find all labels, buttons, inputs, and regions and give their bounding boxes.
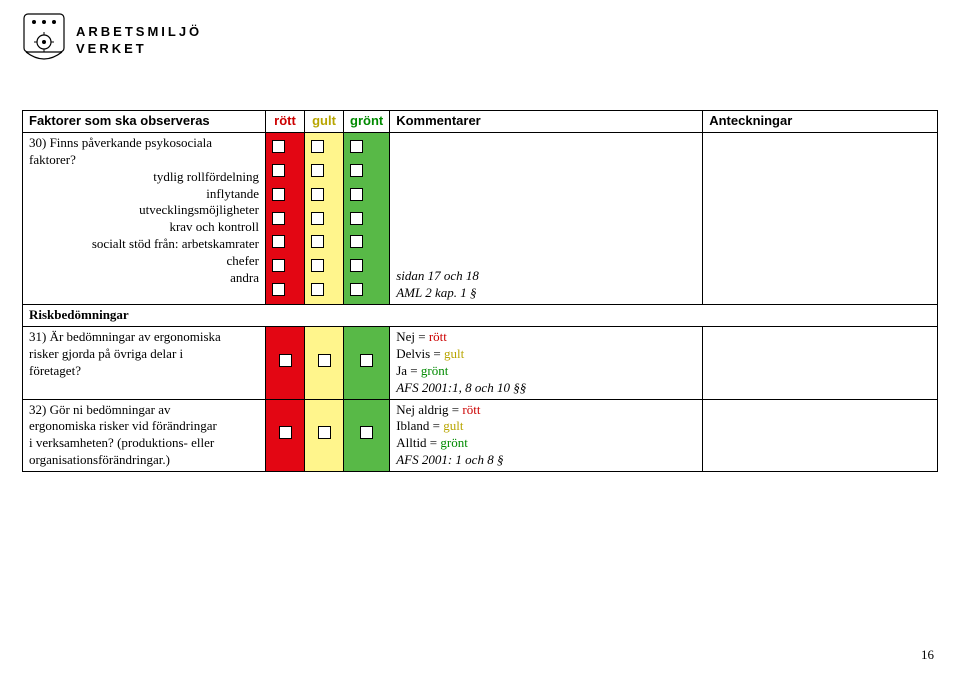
q30-notes: [703, 132, 938, 304]
checkbox[interactable]: [272, 235, 285, 248]
checkbox[interactable]: [311, 283, 324, 296]
checkbox[interactable]: [311, 259, 324, 272]
checkbox[interactable]: [350, 283, 363, 296]
q30-sub-tydlig: tydlig rollfördelning: [29, 169, 259, 186]
table-row: Riskbedömningar: [23, 305, 938, 327]
q31-line2: risker gjorda på övriga delar i: [29, 346, 259, 363]
checkbox[interactable]: [350, 140, 363, 153]
q32-line3: i verksamheten? (produktions- eller: [29, 435, 259, 452]
checkbox[interactable]: [272, 164, 285, 177]
checkbox[interactable]: [311, 140, 324, 153]
q30-sub-krav: krav och kontroll: [29, 219, 259, 236]
checkbox[interactable]: [350, 259, 363, 272]
logo-area: ARBETSMILJÖ VERKET: [22, 12, 202, 69]
checkbox[interactable]: [318, 354, 331, 367]
q30-line1: 30) Finns påverkande psykosociala: [29, 135, 259, 152]
checkbox[interactable]: [311, 212, 324, 225]
th-kommentarer: Kommentarer: [390, 111, 703, 133]
th-gront: grönt: [344, 111, 390, 133]
th-anteckningar: Anteckningar: [703, 111, 938, 133]
q30-comment-andra: AML 2 kap. 1 §: [396, 285, 696, 302]
checkbox[interactable]: [272, 283, 285, 296]
logo-text: ARBETSMILJÖ VERKET: [76, 24, 202, 57]
q31-notes: [703, 327, 938, 400]
checkbox[interactable]: [360, 354, 373, 367]
checkbox[interactable]: [360, 426, 373, 439]
checkbox[interactable]: [311, 188, 324, 201]
checkbox[interactable]: [272, 212, 285, 225]
th-gult: gult: [305, 111, 344, 133]
table-row: 32) Gör ni bedömningar av ergonomiska ri…: [23, 399, 938, 472]
coat-of-arms-icon: [22, 12, 66, 69]
q32-cell: 32) Gör ni bedömningar av ergonomiska ri…: [23, 399, 266, 472]
q30-cell: 30) Finns påverkande psykosociala faktor…: [23, 132, 266, 304]
checkbox[interactable]: [279, 354, 292, 367]
content: Faktorer som ska observeras rött gult gr…: [22, 110, 938, 472]
q30-sub-chefer: chefer: [29, 253, 259, 270]
table-row: 30) Finns påverkande psykosociala faktor…: [23, 132, 938, 137]
q32-line4: organisationsförändringar.): [29, 452, 259, 469]
table-header-row: Faktorer som ska observeras rött gult gr…: [23, 111, 938, 133]
q30-sub-inflytande: inflytande: [29, 186, 259, 203]
checkbox[interactable]: [272, 140, 285, 153]
q31-comment: Nej = rött Delvis = gult Ja = grönt AFS …: [390, 327, 703, 400]
th-factor: Faktorer som ska observeras: [23, 111, 266, 133]
checkbox[interactable]: [350, 164, 363, 177]
q31-line3: företaget?: [29, 363, 259, 380]
q31-line1: 31) Är bedömningar av ergonomiska: [29, 329, 259, 346]
page-number: 16: [921, 647, 934, 663]
checkbox[interactable]: [311, 164, 324, 177]
table-row: 31) Är bedömningar av ergonomiska risker…: [23, 327, 938, 400]
q30-sub-utveck: utvecklingsmöjligheter: [29, 202, 259, 219]
q30-line2: faktorer?: [29, 152, 259, 169]
checkbox[interactable]: [318, 426, 331, 439]
q30-comment: sidan 17 och 18 AML 2 kap. 1 §: [390, 132, 703, 304]
checkbox[interactable]: [350, 188, 363, 201]
checkbox[interactable]: [350, 235, 363, 248]
risk-heading: Riskbedömningar: [23, 305, 938, 327]
logo-line1: ARBETSMILJÖ: [76, 24, 202, 40]
q30-sub-andra: andra: [29, 270, 259, 287]
q31-cell: 31) Är bedömningar av ergonomiska risker…: [23, 327, 266, 400]
checkbox[interactable]: [272, 188, 285, 201]
q32-comment: Nej aldrig = rött Ibland = gult Alltid =…: [390, 399, 703, 472]
observation-table: Faktorer som ska observeras rött gult gr…: [22, 110, 938, 472]
q30-comment-chefer: sidan 17 och 18: [396, 268, 696, 285]
checkbox[interactable]: [311, 235, 324, 248]
logo-line2: VERKET: [76, 41, 202, 57]
q30-sub-socialt: socialt stöd från: arbetskamrater: [29, 236, 259, 253]
checkbox[interactable]: [350, 212, 363, 225]
q32-line2: ergonomiska risker vid förändringar: [29, 418, 259, 435]
th-rott: rött: [266, 111, 305, 133]
checkbox[interactable]: [272, 259, 285, 272]
q32-notes: [703, 399, 938, 472]
q32-line1: 32) Gör ni bedömningar av: [29, 402, 259, 419]
checkbox[interactable]: [279, 426, 292, 439]
